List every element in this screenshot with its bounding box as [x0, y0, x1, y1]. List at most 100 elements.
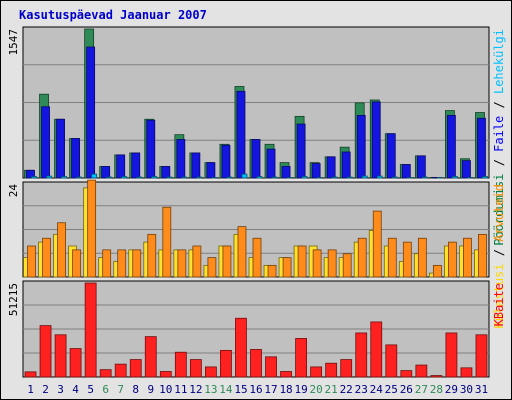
bar-kbaite-day-1: [24, 371, 37, 378]
bar-faile-day-15: [236, 90, 246, 179]
bar-faile-day-13: [206, 162, 216, 179]
bar-arvuteid-day-27: [417, 237, 427, 278]
bar-lehekülgi-day-28: [436, 176, 443, 179]
bar-kbaite-day-26: [400, 370, 413, 378]
bar-kbaite-day-29: [445, 332, 458, 378]
bar-kbaite-day-28: [430, 375, 443, 378]
bar-faile-day-18: [281, 166, 291, 179]
bar-arvuteid-day-9: [147, 233, 157, 278]
x-tick-label: 27: [415, 383, 428, 396]
bar-arvuteid-day-5: [87, 179, 97, 278]
bar-arvuteid-day-31: [478, 233, 487, 278]
bar-arvuteid-day-29: [448, 241, 457, 278]
bar-kbaite-day-16: [250, 349, 262, 378]
bar-faile-day-2: [41, 106, 50, 179]
legend-hits-pages: Pöördumisi / Faile / Lehekülgi: [492, 29, 506, 246]
bar-kbaite-day-6: [99, 369, 112, 378]
bar-kbaite-day-4: [69, 348, 82, 378]
bar-arvuteid-day-15: [237, 226, 247, 278]
bar-lehekülgi-day-27: [421, 176, 428, 179]
bar-faile-day-11: [176, 139, 186, 179]
x-tick-label: 7: [117, 383, 124, 396]
bar-lehekülgi-day-12: [196, 176, 203, 179]
bar-kbaite-day-8: [129, 359, 142, 378]
bar-lehekülgi-day-2: [46, 175, 52, 179]
bar-faile-day-27: [416, 155, 426, 179]
bar-lehekülgi-day-29: [452, 176, 458, 179]
bar-arvuteid-day-19: [297, 245, 307, 278]
bar-faile-day-25: [386, 133, 396, 179]
bar-arvuteid-day-2: [42, 237, 51, 278]
x-tick-label: 20: [310, 383, 323, 396]
bar-faile-day-17: [266, 148, 276, 179]
bar-kbaite-day-30: [460, 367, 473, 378]
x-tick-label: 17: [264, 383, 277, 396]
bar-faile-day-12: [191, 152, 201, 179]
bar-faile-day-14: [221, 144, 231, 179]
bar-lehekülgi-day-18: [286, 176, 293, 179]
bar-arvuteid-day-1: [27, 245, 36, 278]
legend-kbytes: KBaite: [492, 283, 506, 326]
y-max-label: 24: [7, 184, 20, 198]
bar-arvuteid-day-7: [117, 249, 127, 278]
x-tick-label: 15: [234, 383, 247, 396]
bar-kbaite-day-10: [159, 371, 172, 378]
legend-entry: Arvuteid: [492, 184, 506, 242]
bar-kbaite-day-22: [340, 359, 353, 378]
bar-lehekülgi-day-15: [241, 173, 248, 179]
bar-kbaite-day-12: [189, 359, 202, 378]
bar-kbaite-day-11: [174, 351, 187, 378]
bar-lehekülgi-day-30: [467, 176, 473, 179]
bar-arvuteid-day-24: [372, 210, 382, 278]
bar-arvuteid-day-28: [432, 264, 442, 278]
x-tick-label: 13: [204, 383, 217, 396]
x-tick-label: 5: [87, 383, 94, 396]
x-tick-label: 22: [340, 383, 353, 396]
bar-arvuteid-day-21: [327, 249, 337, 278]
bar-faile-day-29: [447, 114, 456, 179]
bar-lehekülgi-day-1: [31, 176, 37, 179]
bar-lehekülgi-day-17: [271, 176, 278, 179]
bar-lehekülgi-day-5: [91, 173, 98, 179]
x-tick-label: 30: [460, 383, 473, 396]
bar-lehekülgi-day-24: [376, 175, 383, 179]
bar-lehekülgi-day-25: [391, 176, 398, 179]
bar-faile-day-21: [326, 156, 336, 179]
bar-kbaite-day-19: [295, 338, 307, 378]
legend-entry: Faile: [492, 116, 506, 152]
bar-lehekülgi-day-13: [211, 176, 218, 179]
x-tick-label: 18: [279, 383, 292, 396]
x-axis: 1 2 3 4 5 6 7 8 9 10 11 12 13 14 15 16 17 18 19 20 21 22 23 24 2…: [27, 383, 488, 396]
bar-arvuteid-day-4: [72, 249, 82, 278]
bar-arvuteid-day-12: [192, 245, 202, 278]
bar-faile-day-31: [477, 117, 486, 179]
x-tick-label: 9: [147, 383, 154, 396]
bar-arvuteid-day-17: [267, 264, 277, 278]
bar-faile-day-16: [251, 139, 261, 179]
bar-lehekülgi-day-22: [346, 176, 353, 179]
bar-faile-day-1: [26, 169, 35, 179]
chart-title: Kasutuspäevad Jaanuar 2007: [19, 8, 207, 22]
bar-kbaite-day-5: [84, 282, 97, 378]
bar-kbaite-day-24: [370, 321, 383, 378]
bar-kbaite-day-14: [220, 349, 232, 378]
bar-kbaite-day-7: [114, 363, 127, 378]
bar-faile-day-9: [146, 119, 156, 179]
bar-arvuteid-day-8: [132, 249, 142, 278]
bar-kbaite-day-17: [265, 356, 277, 378]
legend-entry: Pöördumisi: [492, 174, 506, 246]
bar-arvuteid-day-30: [463, 237, 472, 278]
bar-kbaite-day-13: [205, 366, 217, 378]
bar-arvuteid-day-3: [57, 222, 66, 278]
bar-faile-day-24: [371, 101, 381, 179]
x-tick-label: 3: [57, 383, 64, 396]
bar-arvuteid-day-16: [252, 237, 262, 278]
x-tick-label: 16: [249, 383, 262, 396]
legend-entry: /: [492, 94, 506, 116]
bar-lehekülgi-day-6: [106, 176, 113, 179]
x-tick-label: 10: [159, 383, 172, 396]
bar-kbaite-day-9: [144, 336, 157, 378]
bar-lehekülgi-day-7: [121, 176, 128, 179]
x-tick-label: 31: [475, 383, 488, 396]
